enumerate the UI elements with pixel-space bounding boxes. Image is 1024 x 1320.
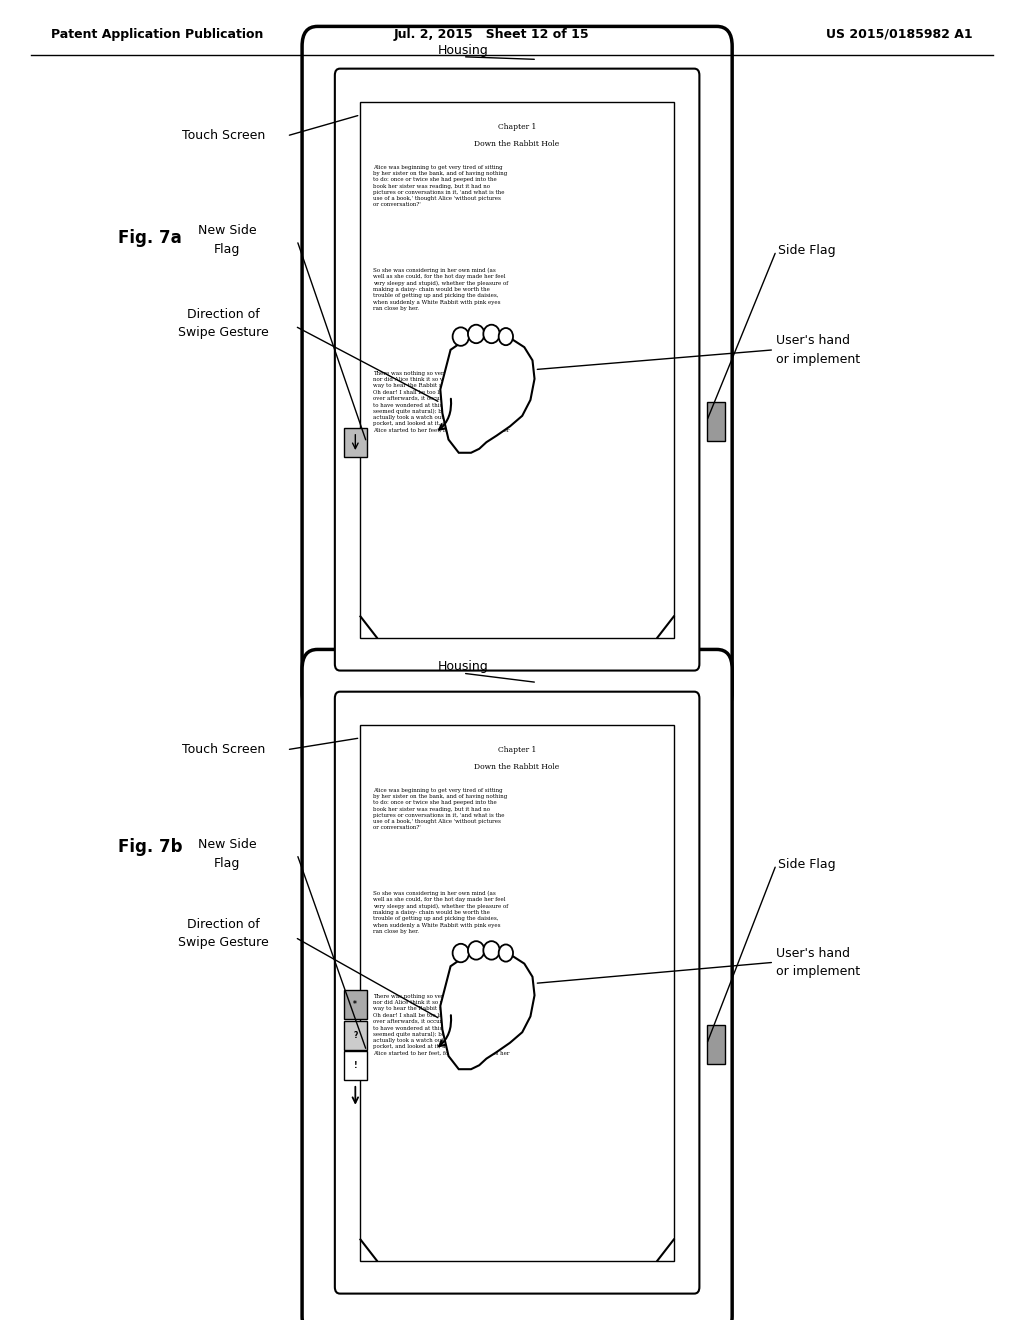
Ellipse shape xyxy=(483,325,500,343)
Text: or implement: or implement xyxy=(776,965,860,978)
Bar xyxy=(344,1020,367,1049)
Text: User's hand: User's hand xyxy=(776,334,850,347)
Polygon shape xyxy=(440,337,535,453)
Ellipse shape xyxy=(499,327,513,346)
Text: Swipe Gesture: Swipe Gesture xyxy=(178,326,268,339)
Bar xyxy=(344,428,367,457)
Bar xyxy=(360,725,674,1261)
Bar xyxy=(344,1051,367,1080)
FancyBboxPatch shape xyxy=(335,69,699,671)
Text: Fig. 7b: Fig. 7b xyxy=(118,838,182,857)
Text: Side Flag: Side Flag xyxy=(778,244,836,257)
Text: Alice was beginning to get very tired of sitting
by her sister on the bank, and : Alice was beginning to get very tired of… xyxy=(373,788,507,830)
Ellipse shape xyxy=(453,944,469,962)
Text: New Side: New Side xyxy=(198,224,257,238)
Text: There was nothing so very remarkable in that;
nor did Alice think it so very muc: There was nothing so very remarkable in … xyxy=(373,994,512,1056)
Text: Direction of: Direction of xyxy=(186,917,260,931)
Text: *: * xyxy=(353,1001,357,1010)
Bar xyxy=(707,401,725,441)
Polygon shape xyxy=(440,953,535,1069)
Text: !: ! xyxy=(353,1061,357,1071)
Bar xyxy=(360,102,674,638)
Bar xyxy=(707,1024,725,1064)
Text: New Side: New Side xyxy=(198,838,257,851)
Ellipse shape xyxy=(468,941,484,960)
Ellipse shape xyxy=(468,325,484,343)
Text: Chapter 1: Chapter 1 xyxy=(498,123,537,131)
FancyBboxPatch shape xyxy=(302,649,732,1320)
FancyBboxPatch shape xyxy=(335,692,699,1294)
Text: So she was considering in her own mind (as
well as she could, for the hot day ma: So she was considering in her own mind (… xyxy=(373,891,508,933)
Text: ?: ? xyxy=(353,1031,357,1040)
Text: There was nothing so very remarkable in that;
nor did Alice think it so very muc: There was nothing so very remarkable in … xyxy=(373,371,512,433)
Text: Flag: Flag xyxy=(214,857,241,870)
FancyBboxPatch shape xyxy=(302,26,732,713)
Text: Down the Rabbit Hole: Down the Rabbit Hole xyxy=(474,140,560,148)
Text: So she was considering in her own mind (as
well as she could, for the hot day ma: So she was considering in her own mind (… xyxy=(373,268,508,310)
Ellipse shape xyxy=(499,945,513,961)
Text: Patent Application Publication: Patent Application Publication xyxy=(51,28,263,41)
Text: US 2015/0185982 A1: US 2015/0185982 A1 xyxy=(826,28,973,41)
Text: User's hand: User's hand xyxy=(776,946,850,960)
Text: Alice was beginning to get very tired of sitting
by her sister on the bank, and : Alice was beginning to get very tired of… xyxy=(373,165,507,207)
Text: Fig. 7a: Fig. 7a xyxy=(118,228,181,247)
Text: or implement: or implement xyxy=(776,352,860,366)
Text: Swipe Gesture: Swipe Gesture xyxy=(178,936,268,949)
Text: Touch Screen: Touch Screen xyxy=(181,129,265,143)
Ellipse shape xyxy=(453,327,469,346)
Ellipse shape xyxy=(483,941,500,960)
Text: Housing: Housing xyxy=(437,660,488,673)
Text: Jul. 2, 2015   Sheet 12 of 15: Jul. 2, 2015 Sheet 12 of 15 xyxy=(393,28,590,41)
Text: Direction of: Direction of xyxy=(186,308,260,321)
Bar xyxy=(344,990,367,1019)
Text: Side Flag: Side Flag xyxy=(778,858,836,871)
Text: Flag: Flag xyxy=(214,243,241,256)
Text: Touch Screen: Touch Screen xyxy=(181,743,265,756)
Text: Housing: Housing xyxy=(437,44,488,57)
Text: Chapter 1: Chapter 1 xyxy=(498,746,537,754)
Text: Down the Rabbit Hole: Down the Rabbit Hole xyxy=(474,763,560,771)
